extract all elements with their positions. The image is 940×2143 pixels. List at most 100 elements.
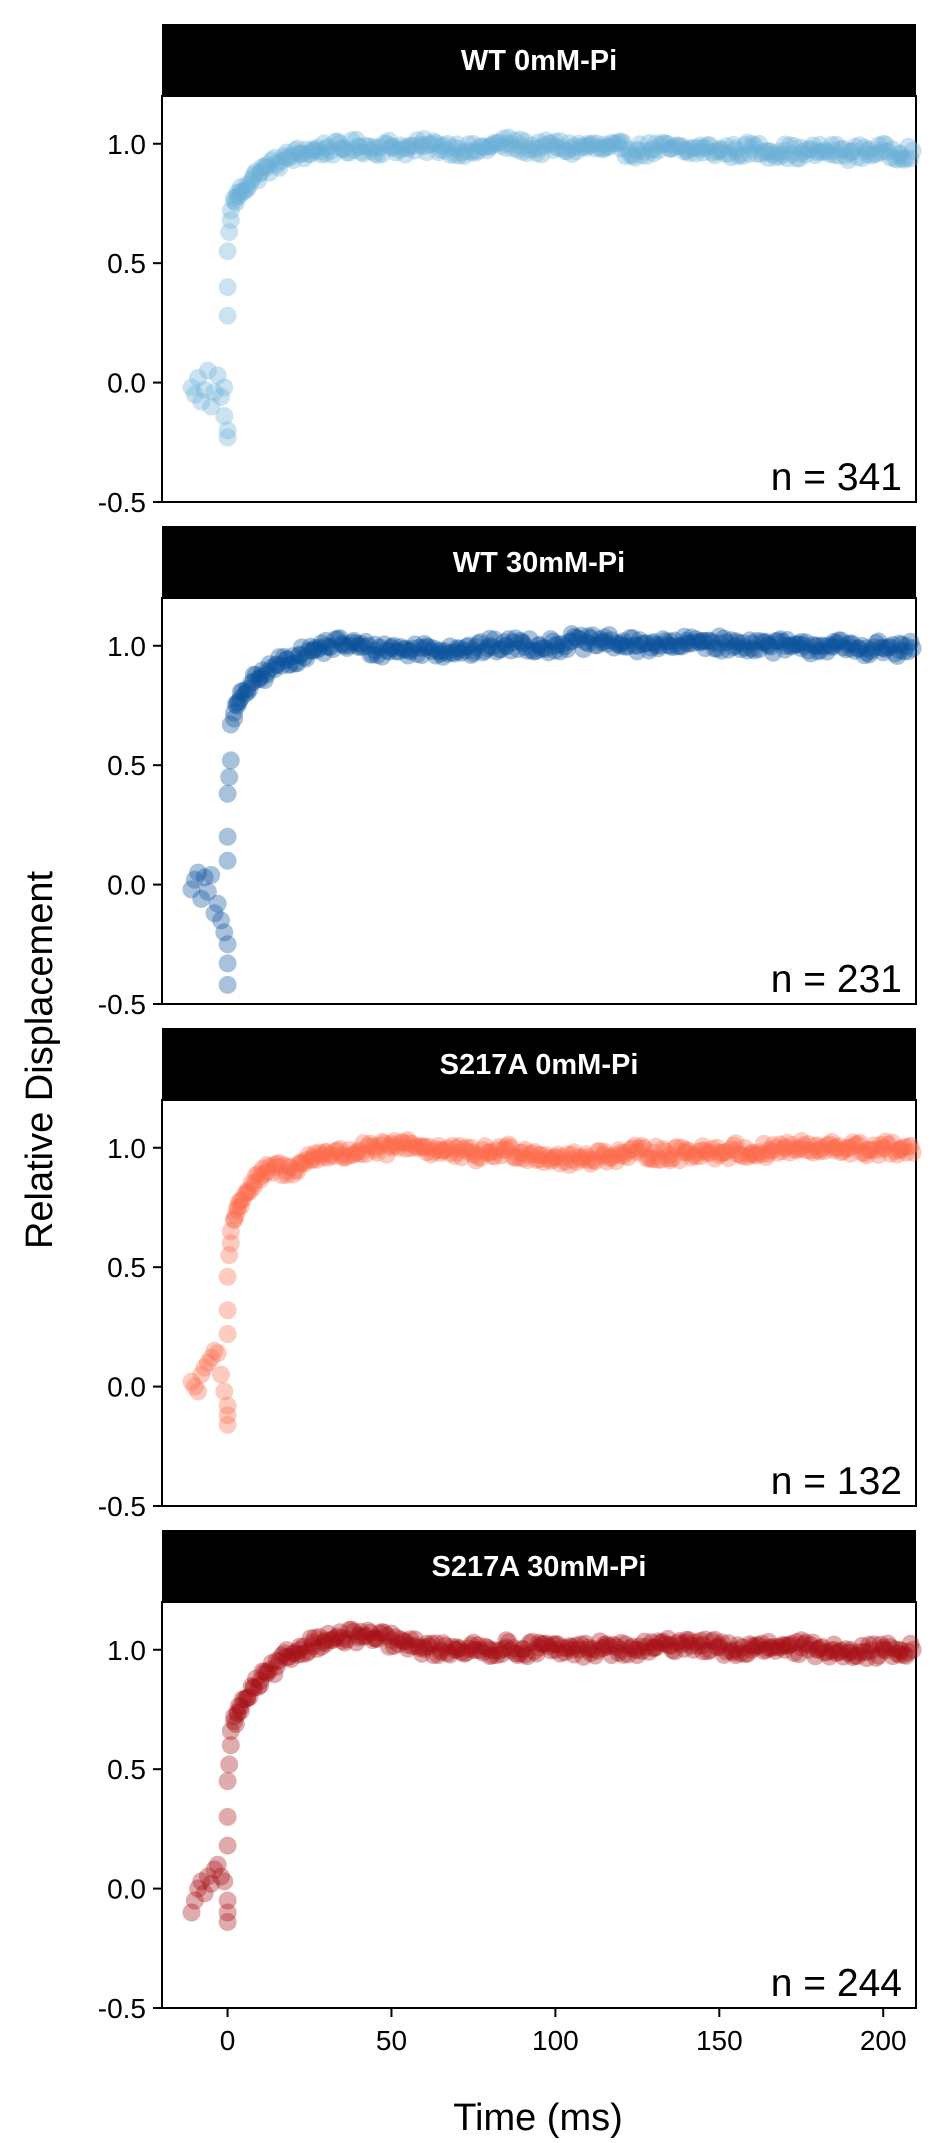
data-point (483, 1146, 502, 1165)
data-point (745, 136, 764, 155)
data-point (281, 1158, 300, 1177)
data-point (785, 635, 804, 654)
data-point (347, 1633, 366, 1652)
data-point (417, 143, 436, 162)
data-point (726, 632, 745, 651)
data-point (262, 658, 281, 677)
data-point (284, 151, 303, 170)
data-point (586, 1152, 605, 1171)
data-point (857, 145, 876, 164)
data-point (581, 135, 600, 154)
x-tick-label: 0 (220, 2025, 236, 2056)
data-point (401, 1630, 420, 1649)
data-point (614, 1645, 633, 1664)
data-point (693, 632, 712, 650)
data-point (457, 1138, 476, 1157)
data-point (303, 1633, 322, 1652)
data-point (616, 1635, 635, 1654)
data-point (782, 637, 801, 656)
data-point (198, 361, 217, 380)
data-point (876, 639, 895, 658)
data-point (205, 1860, 224, 1879)
data-point (236, 181, 254, 200)
data-point (864, 638, 883, 657)
data-point (387, 143, 406, 162)
data-point (623, 146, 642, 165)
data-point (464, 644, 483, 663)
data-point (208, 1344, 227, 1363)
data-point (424, 1142, 443, 1161)
data-point (796, 1633, 815, 1652)
data-point (218, 975, 237, 994)
data-point (384, 1637, 403, 1656)
data-point (532, 639, 551, 658)
data-point (689, 632, 708, 651)
panel-strip-background (162, 24, 916, 96)
data-point (445, 644, 464, 663)
data-point (415, 639, 434, 658)
data-point (628, 642, 647, 661)
data-point (612, 1145, 630, 1164)
data-point (612, 139, 630, 158)
data-point (272, 1166, 291, 1184)
data-point (230, 187, 248, 206)
data-point (612, 634, 630, 653)
data-point (572, 626, 591, 645)
data-point (218, 1903, 237, 1922)
data-point (597, 1635, 616, 1654)
data-point (630, 631, 649, 650)
data-point (310, 142, 329, 161)
data-point (562, 145, 581, 163)
data-point (192, 889, 211, 908)
data-point (745, 641, 764, 660)
data-point (251, 667, 270, 686)
data-point (492, 639, 511, 658)
data-point (672, 1138, 691, 1157)
data-point (579, 627, 598, 646)
data-point (792, 1638, 811, 1657)
data-point (899, 137, 918, 156)
data-point (815, 141, 834, 160)
data-point (588, 1641, 607, 1660)
data-point (551, 1644, 570, 1663)
data-point (195, 1884, 214, 1903)
data-point (775, 636, 794, 655)
data-point (633, 1137, 651, 1155)
data-point (464, 1640, 483, 1659)
data-point (231, 1702, 250, 1721)
data-point (537, 1634, 555, 1653)
data-point (359, 137, 378, 156)
data-point (275, 1644, 294, 1663)
data-point (583, 626, 602, 645)
data-point (394, 139, 413, 158)
data-point (712, 1633, 731, 1652)
data-point (429, 642, 448, 661)
data-point (281, 146, 300, 165)
data-point (820, 1647, 839, 1666)
data-point (548, 139, 567, 158)
data-point (290, 646, 309, 665)
data-point (218, 1325, 237, 1343)
data-point (471, 633, 490, 652)
data-point (883, 1647, 902, 1666)
data-point (405, 635, 424, 654)
data-point (766, 1641, 785, 1660)
data-point (558, 1639, 577, 1658)
data-point (384, 137, 403, 156)
data-point (215, 923, 234, 942)
data-point (623, 1139, 642, 1158)
data-point (501, 1138, 520, 1157)
data-point (850, 639, 869, 658)
data-point (853, 636, 872, 655)
data-point (205, 1341, 224, 1360)
data-point (464, 641, 483, 660)
data-point (841, 1138, 860, 1157)
y-tick-label: 0.0 (107, 1372, 146, 1403)
data-point (677, 1630, 696, 1649)
data-point (306, 1144, 324, 1163)
data-point (771, 630, 790, 649)
data-point (220, 1755, 239, 1774)
data-point (523, 1144, 541, 1163)
data-point (853, 1636, 872, 1655)
data-point (583, 1151, 602, 1170)
